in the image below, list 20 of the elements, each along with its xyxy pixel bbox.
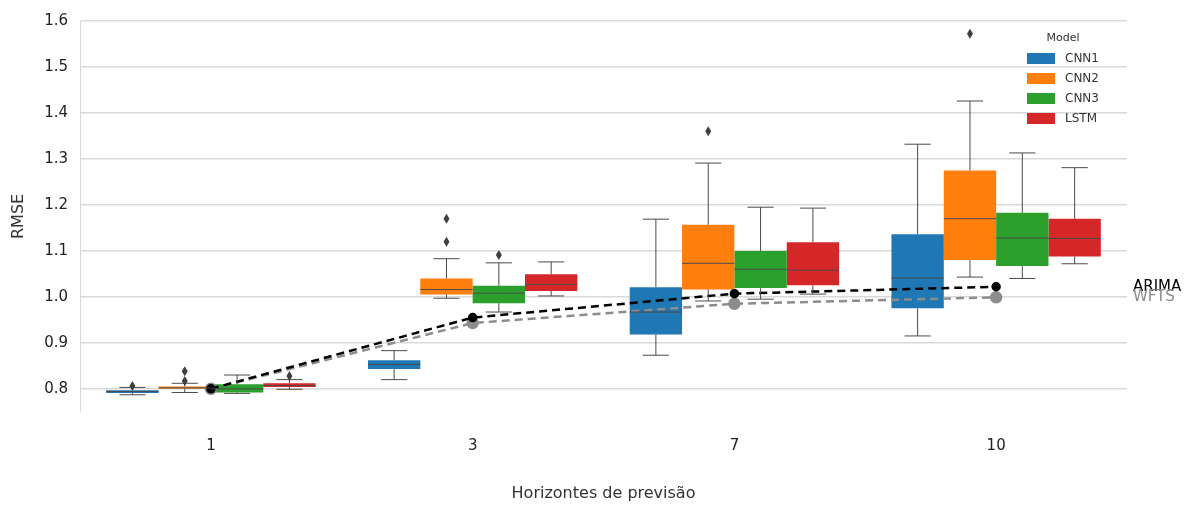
y-tick-label: 1.4	[44, 102, 69, 121]
y-tick-label: 1.0	[44, 286, 69, 305]
x-axis-title: Horizontes de previsão	[511, 482, 696, 502]
y-tick-label: 1.6	[44, 10, 69, 29]
legend-label: CNN2	[1065, 71, 1099, 85]
legend-label: CNN1	[1065, 51, 1099, 65]
y-tick-label: 1.3	[44, 148, 69, 167]
legend-label: CNN3	[1065, 91, 1099, 105]
y-tick-label: 1.5	[44, 56, 69, 75]
y-tick-label: 1.2	[44, 194, 69, 213]
x-tick-label: 10	[986, 435, 1006, 454]
y-axis-title: RMSE	[7, 193, 27, 239]
x-tick-label: 7	[729, 435, 740, 454]
x-tick-label: 3	[467, 435, 478, 454]
y-tick-label: 1.1	[44, 240, 69, 259]
x-tick-label: 1	[206, 435, 216, 454]
legend-label: LSTM	[1065, 111, 1097, 125]
y-tick-label: 0.8	[44, 378, 69, 397]
y-tick-label: 0.9	[44, 332, 69, 351]
legend-title: Model	[1045, 31, 1081, 44]
